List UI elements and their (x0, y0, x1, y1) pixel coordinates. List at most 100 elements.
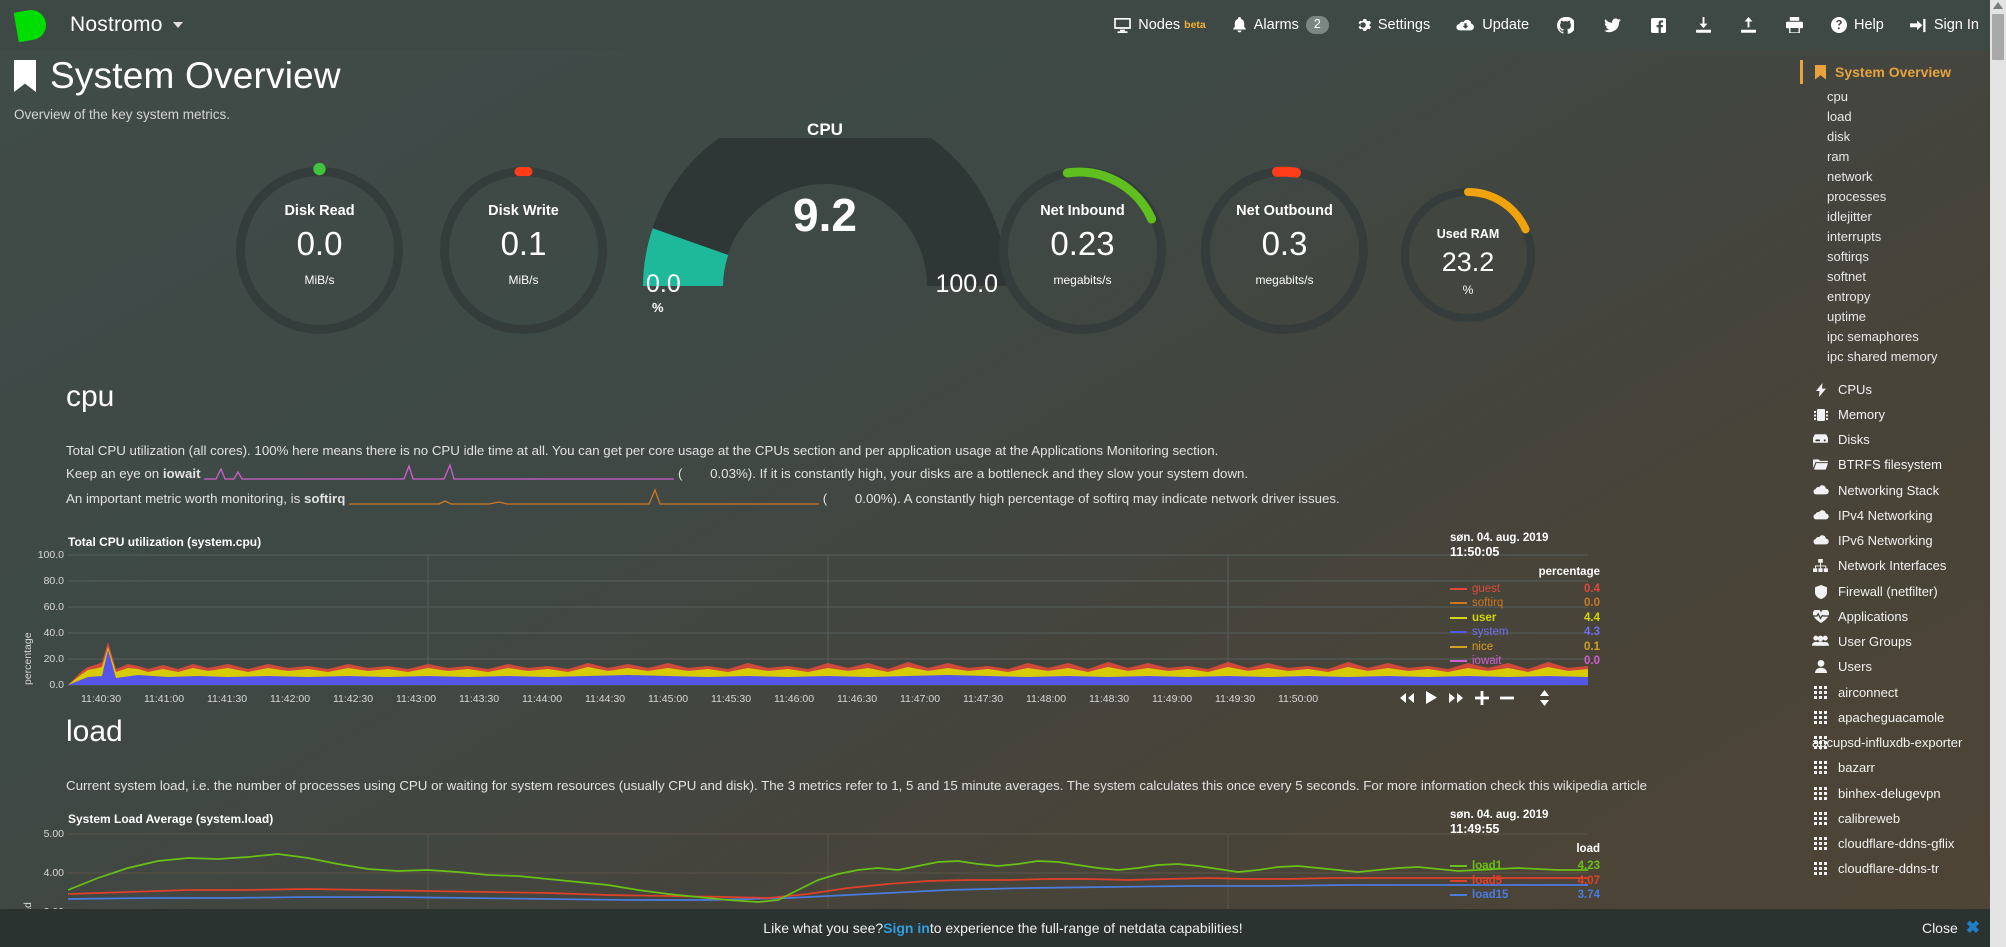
nav-alarms[interactable]: Alarms 2 (1219, 0, 1342, 50)
gauge-value: 0.0 (296, 225, 343, 262)
nav-print[interactable] (1771, 0, 1818, 50)
zoom-in-icon[interactable] (1475, 690, 1489, 705)
nav-github[interactable] (1542, 0, 1589, 50)
right-sidebar[interactable]: System Overview cpu load disk ram networ… (1800, 50, 1990, 947)
sidebar-item-processes[interactable]: processes (1827, 188, 1887, 204)
nav-update[interactable]: Update (1443, 0, 1542, 50)
nav-signin[interactable]: Sign In (1897, 0, 1992, 50)
sidebar-item-ipc-shared-memory[interactable]: ipc shared memory (1827, 348, 1938, 364)
section-desc-cpu: Total CPU utilization (all cores). 100% … (66, 440, 1766, 513)
cpu-chart[interactable]: Total CPU utilization (system.cpu) perce… (0, 532, 1780, 735)
sidebar-item-calibreweb[interactable]: calibreweb (1800, 806, 1990, 831)
sidebar-item-cpus[interactable]: CPUs (1800, 377, 1990, 402)
sidebar-item-cloudflare-ddns-gflix[interactable]: cloudflare-ddns-gflix (1800, 832, 1990, 857)
nav-nodes[interactable]: Nodes beta (1101, 0, 1219, 50)
desktop-icon (1114, 17, 1132, 33)
question-circle-icon (1831, 17, 1848, 33)
sidebar-item-network-interfaces[interactable]: Network Interfaces (1800, 554, 1990, 579)
banner-close-label: Close (1921, 920, 1958, 936)
sidebar-item-ram[interactable]: ram (1827, 148, 1850, 164)
sidebar-item-users[interactable]: Users (1800, 655, 1990, 680)
sidebar-item-cpu[interactable]: cpu (1827, 88, 1848, 104)
zoom-out-icon[interactable] (1500, 691, 1514, 705)
legend-name: load5 (1472, 874, 1503, 887)
resize-handle-icon[interactable] (1539, 689, 1550, 706)
sidebar-item-networking-stack[interactable]: Networking Stack (1800, 478, 1990, 503)
fast-forward-icon[interactable] (1448, 692, 1464, 704)
nav-facebook[interactable] (1636, 0, 1681, 50)
legend-row[interactable]: load5 4.07 (1450, 873, 1600, 888)
sidebar-item-firewall-netfilter[interactable]: Firewall (netfilter) (1800, 579, 1990, 604)
scroll-up-arrow-icon[interactable] (1993, 2, 2003, 9)
gauge-net-outbound[interactable]: Net Outbound 0.3 megabits/s (1197, 163, 1372, 338)
sidebar-item-airconnect[interactable]: airconnect (1800, 680, 1990, 705)
close-icon[interactable]: ✖ (1965, 918, 1980, 937)
sidebar-header-system-overview[interactable]: System Overview (1800, 60, 1990, 84)
ytick: 40.0 (43, 626, 64, 639)
sidebar-item-load[interactable]: load (1827, 108, 1852, 124)
banner-close-button[interactable]: Close ✖ (1922, 918, 1980, 938)
legend-row[interactable]: nice 0.1 (1450, 640, 1600, 655)
sidebar-item-network[interactable]: network (1827, 168, 1873, 184)
sidebar-item-disk[interactable]: disk (1827, 128, 1851, 144)
nav-upload[interactable] (1726, 0, 1771, 50)
sidebar-item-softnet[interactable]: softnet (1827, 268, 1867, 284)
gauge-units: megabits/s (1255, 273, 1314, 287)
play-icon[interactable] (1426, 691, 1437, 705)
sidebar-label: BTRFS filesystem (1838, 457, 1943, 473)
ytick: 4.00 (43, 866, 64, 879)
load-chart[interactable]: System Load Average (system.load) load 5… (0, 808, 1780, 947)
chevron-down-icon[interactable] (172, 22, 183, 28)
nav-download[interactable] (1681, 0, 1726, 50)
legend-row[interactable]: load1 4.23 (1450, 859, 1600, 874)
nav-nodes-label: Nodes (1138, 17, 1181, 33)
netdata-logo[interactable] (10, 4, 52, 46)
banner-signin-link[interactable]: Sign in (883, 920, 930, 936)
rewind-icon[interactable] (1399, 692, 1415, 704)
sidebar-item-apacheguacamole[interactable]: apacheguacamole (1800, 705, 1990, 730)
sidebar-item-ipv6-networking[interactable]: IPv6 Networking (1800, 529, 1990, 554)
sidebar-item-uptime[interactable]: uptime (1827, 308, 1867, 324)
gauge-disk-write[interactable]: Disk Write 0.1 MiB/s (436, 163, 611, 338)
ytick: 100.0 (37, 548, 64, 561)
nav-help-label: Help (1854, 17, 1884, 33)
nav-help[interactable]: Help (1818, 0, 1897, 50)
gauge-disk-read[interactable]: Disk Read 0.0 MiB/s (232, 163, 407, 338)
page-scrollbar[interactable] (1990, 0, 2006, 947)
gauge-used-ram[interactable]: Used RAM 23.2 % (1398, 185, 1538, 325)
legend-row[interactable]: load15 3.74 (1450, 888, 1600, 903)
sidebar-item-interrupts[interactable]: interrupts (1827, 228, 1882, 244)
scrollbar-thumb[interactable] (1992, 14, 2004, 60)
sidebar-item-bazarr[interactable]: bazarr (1800, 756, 1990, 781)
gauge-units: megabits/s (1053, 273, 1112, 287)
legend-row[interactable]: system 4.3 (1450, 625, 1600, 640)
sidebar-item-btrfs-filesystem[interactable]: BTRFS filesystem (1800, 453, 1990, 478)
sidebar-item-entropy[interactable]: entropy (1827, 288, 1871, 304)
sidebar-item-softirqs[interactable]: softirqs (1827, 248, 1869, 264)
sidebar-item-ipc-semaphores[interactable]: ipc semaphores (1827, 328, 1919, 344)
legend-value: 4.07 (1577, 874, 1600, 887)
brand-name[interactable]: Nostromo (70, 13, 163, 36)
sidebar-item-binhex-delugevpn[interactable]: binhex-delugevpn (1800, 781, 1990, 806)
sidebar-item-ipv4-networking[interactable]: IPv4 Networking (1800, 503, 1990, 528)
gauge-net-inbound[interactable]: Net Inbound 0.23 megabits/s (995, 163, 1170, 338)
sidebar-item-disks[interactable]: Disks (1800, 428, 1990, 453)
sidebar-item-applications[interactable]: Applications (1800, 604, 1990, 629)
print-icon (1786, 17, 1803, 33)
nav-settings[interactable]: Settings (1342, 0, 1443, 50)
legend-row[interactable]: iowait 0.0 (1450, 654, 1600, 669)
nav-twitter[interactable] (1589, 0, 1636, 50)
section-title-cpu: cpu (66, 380, 115, 413)
sidebar-item-idlejitter[interactable]: idlejitter (1827, 208, 1872, 224)
legend-date: søn. 04. aug. 2019 (1450, 808, 1549, 821)
legend-row[interactable]: softirq 0.0 (1450, 596, 1600, 611)
sidebar-item-cloudflare-ddns-tr[interactable]: cloudflare-ddns-tr (1800, 857, 1990, 882)
sidebar-item-apcupsd-influxdb-exporter[interactable]: apcupsd-influxdb-exporter (1800, 731, 1990, 756)
gauge-cpu[interactable]: CPU 9.2 0.0 100.0 % (640, 120, 1010, 335)
section-title-load: load (66, 715, 123, 748)
sidebar-label: binhex-delugevpn (1838, 785, 1941, 801)
legend-row[interactable]: user 4.4 (1450, 611, 1600, 626)
legend-row[interactable]: guest 0.4 (1450, 582, 1600, 597)
sidebar-item-user-groups[interactable]: User Groups (1800, 630, 1990, 655)
sidebar-item-memory[interactable]: Memory (1800, 402, 1990, 427)
